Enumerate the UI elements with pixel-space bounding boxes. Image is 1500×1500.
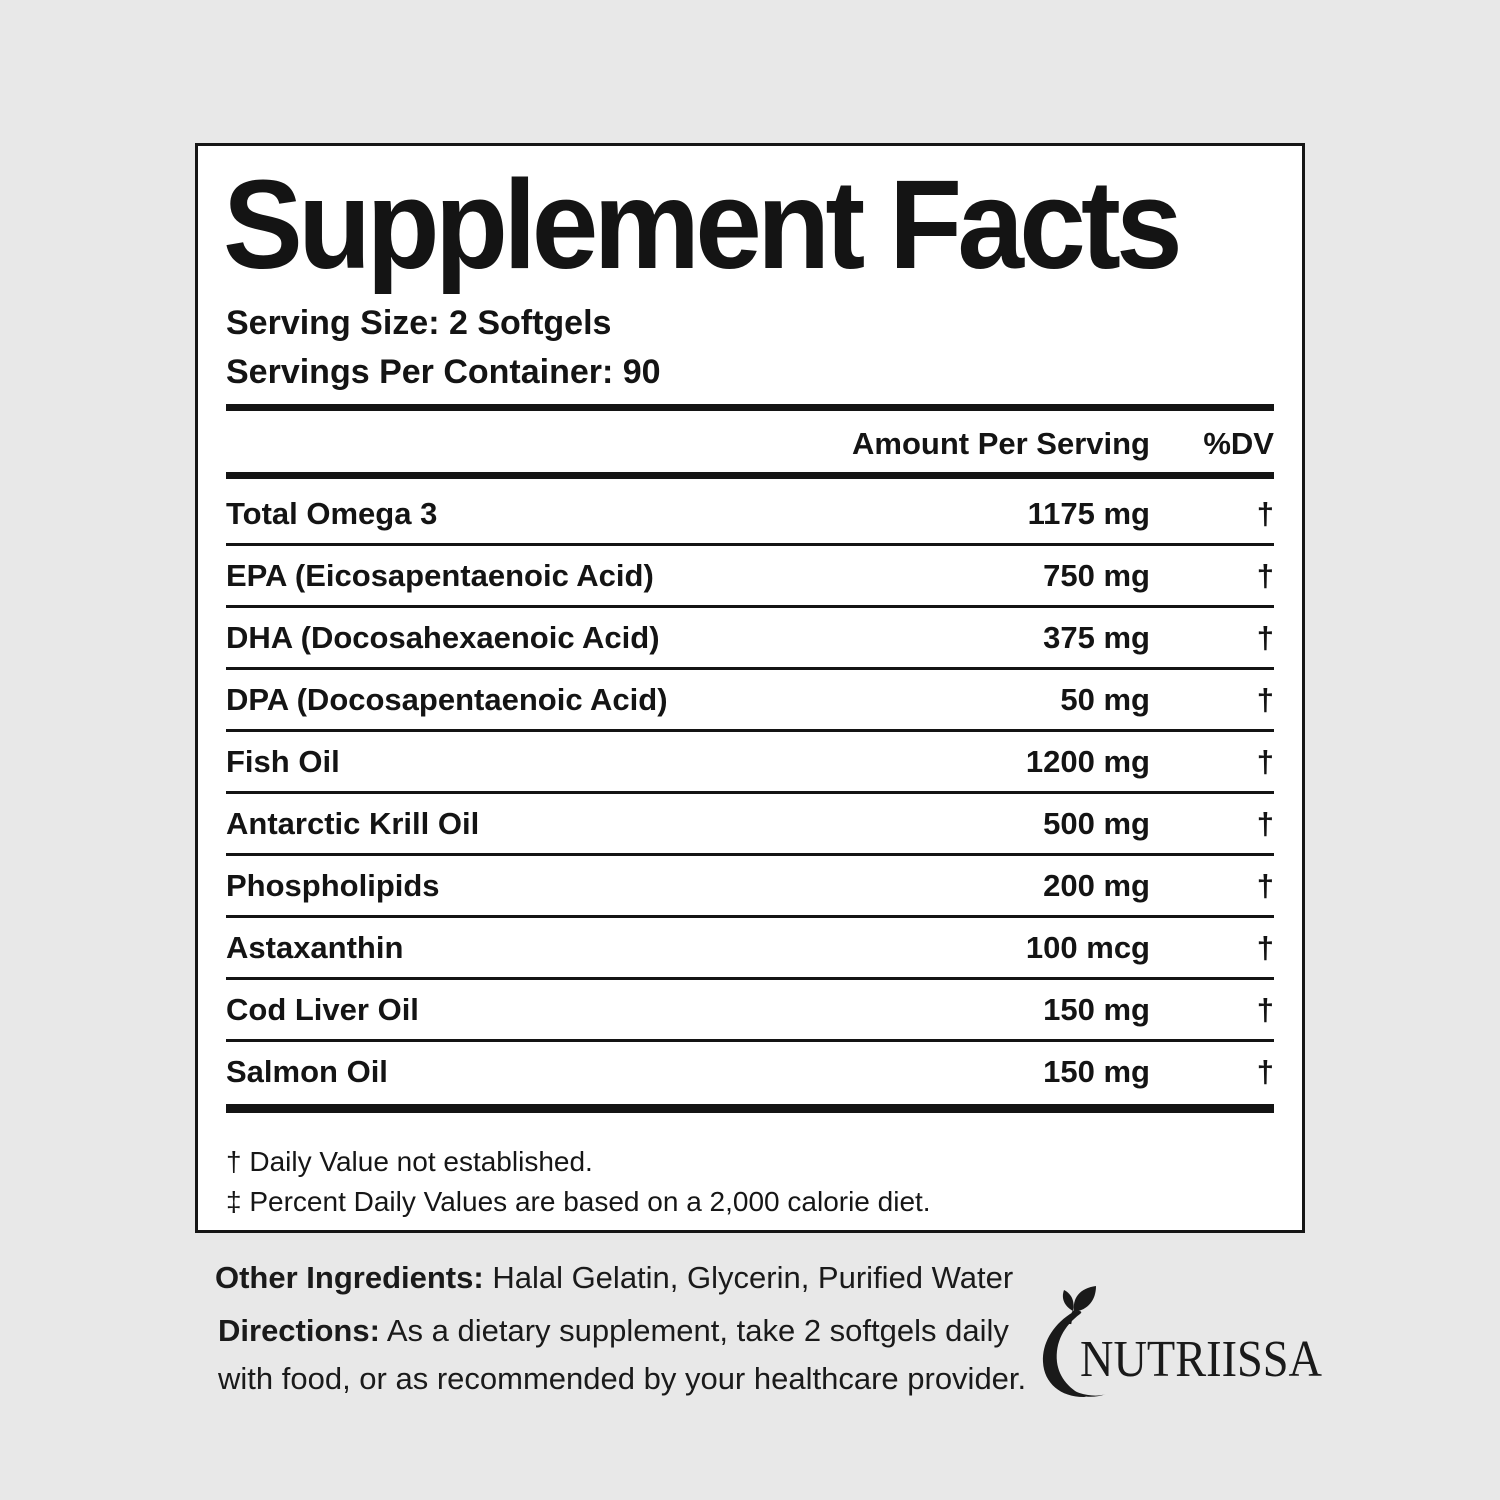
serving-size: Serving Size: 2 Softgels: [226, 304, 612, 342]
table-row: Antarctic Krill Oil 500 mg †: [226, 791, 1274, 853]
ingredient-name: DHA (Docosahexaenoic Acid): [226, 619, 660, 655]
ingredient-amount: 150 mg: [1043, 1053, 1150, 1089]
ingredient-amount: 50 mg: [1060, 681, 1150, 717]
nutriissa-logo-graphic: NUTRIISSA: [1042, 1286, 1322, 1398]
divider-thick-bottom: [226, 1104, 1274, 1113]
ingredient-name: Fish Oil: [226, 743, 340, 779]
directions-value: As a dietary supplement, take 2 softgels…: [218, 1313, 1027, 1397]
dv-symbol: †: [1256, 681, 1274, 717]
nutriissa-logo: NUTRIISSA: [1028, 1284, 1328, 1404]
dv-symbol: †: [1256, 1053, 1274, 1089]
ingredient-name: EPA (Eicosapentaenoic Acid): [226, 557, 654, 593]
other-ingredients-label: Other Ingredients:: [215, 1260, 484, 1295]
dv-symbol: †: [1256, 495, 1274, 531]
table-row: DHA (Docosahexaenoic Acid) 375 mg †: [226, 605, 1274, 667]
ingredient-amount: 375 mg: [1043, 619, 1150, 655]
ingredient-amount: 100 mcg: [1025, 929, 1150, 965]
footnote-daily-value: † Daily Value not established.: [226, 1146, 593, 1177]
leaf-small-icon: [1062, 1290, 1074, 1311]
swoosh-tail-icon: [1058, 1384, 1106, 1397]
ingredient-name: Cod Liver Oil: [226, 991, 419, 1027]
ingredient-amount: 150 mg: [1043, 991, 1150, 1027]
table-row: DPA (Docosapentaenoic Acid) 50 mg †: [226, 667, 1274, 729]
table-row: Phospholipids 200 mg †: [226, 853, 1274, 915]
panel-title: Supplement Facts: [223, 154, 1183, 295]
table-row: Astaxanthin 100 mcg †: [226, 915, 1274, 977]
leaf-stem-icon: [1068, 1310, 1076, 1325]
ingredient-amount: 200 mg: [1043, 867, 1150, 903]
ingredient-amount: 750 mg: [1043, 557, 1150, 593]
dv-symbol: †: [1256, 929, 1274, 965]
dv-symbol: †: [1256, 867, 1274, 903]
table-row: EPA (Eicosapentaenoic Acid) 750 mg †: [226, 543, 1274, 605]
ingredient-name: Total Omega 3: [226, 495, 438, 531]
ingredient-name: Salmon Oil: [226, 1053, 388, 1089]
directions-line: Directions: As a dietary supplement, tak…: [218, 1307, 1053, 1403]
ingredient-name: Phospholipids: [226, 867, 440, 903]
ingredient-amount: 1200 mg: [1025, 743, 1150, 779]
dv-symbol: †: [1256, 743, 1274, 779]
dv-symbol: †: [1256, 805, 1274, 841]
other-ingredients-line: Other Ingredients: Halal Gelatin, Glycer…: [215, 1260, 1013, 1296]
ingredient-name: Antarctic Krill Oil: [226, 805, 480, 841]
table-row: Total Omega 3 1175 mg †: [226, 484, 1274, 543]
ingredient-name: DPA (Docosapentaenoic Acid): [226, 681, 668, 717]
crescent-icon: [1042, 1310, 1086, 1398]
dv-symbol: †: [1256, 991, 1274, 1027]
ingredient-table: Total Omega 3 1175 mg † EPA (Eicosapenta…: [226, 484, 1274, 1101]
other-ingredients-value: Halal Gelatin, Glycerin, Purified Water: [483, 1260, 1014, 1295]
logo-wordmark: NUTRIISSA: [1080, 1331, 1322, 1388]
amount-per-serving-header: Amount Per Serving: [852, 426, 1150, 461]
table-row: Cod Liver Oil 150 mg †: [226, 977, 1274, 1039]
ingredient-amount: 500 mg: [1043, 805, 1150, 841]
table-header-row: Amount Per Serving %DV: [226, 418, 1274, 470]
dv-symbol: †: [1256, 557, 1274, 593]
divider-thick-top: [226, 404, 1274, 411]
servings-per-container: Servings Per Container: 90: [226, 353, 661, 391]
table-row: Fish Oil 1200 mg †: [226, 729, 1274, 791]
supplement-facts-panel: Supplement Facts Serving Size: 2 Softgel…: [195, 143, 1305, 1233]
directions-label: Directions:: [218, 1313, 380, 1348]
table-row: Salmon Oil 150 mg †: [226, 1039, 1274, 1101]
dv-symbol: †: [1256, 619, 1274, 655]
dv-header: %DV: [1203, 426, 1274, 461]
footnote-percent-dv: ‡ Percent Daily Values are based on a 2,…: [226, 1186, 931, 1217]
ingredient-name: Astaxanthin: [226, 929, 404, 965]
ingredient-amount: 1175 mg: [1027, 495, 1150, 531]
leaf-icon: [1073, 1286, 1096, 1312]
divider-thick-under-header: [226, 472, 1274, 479]
